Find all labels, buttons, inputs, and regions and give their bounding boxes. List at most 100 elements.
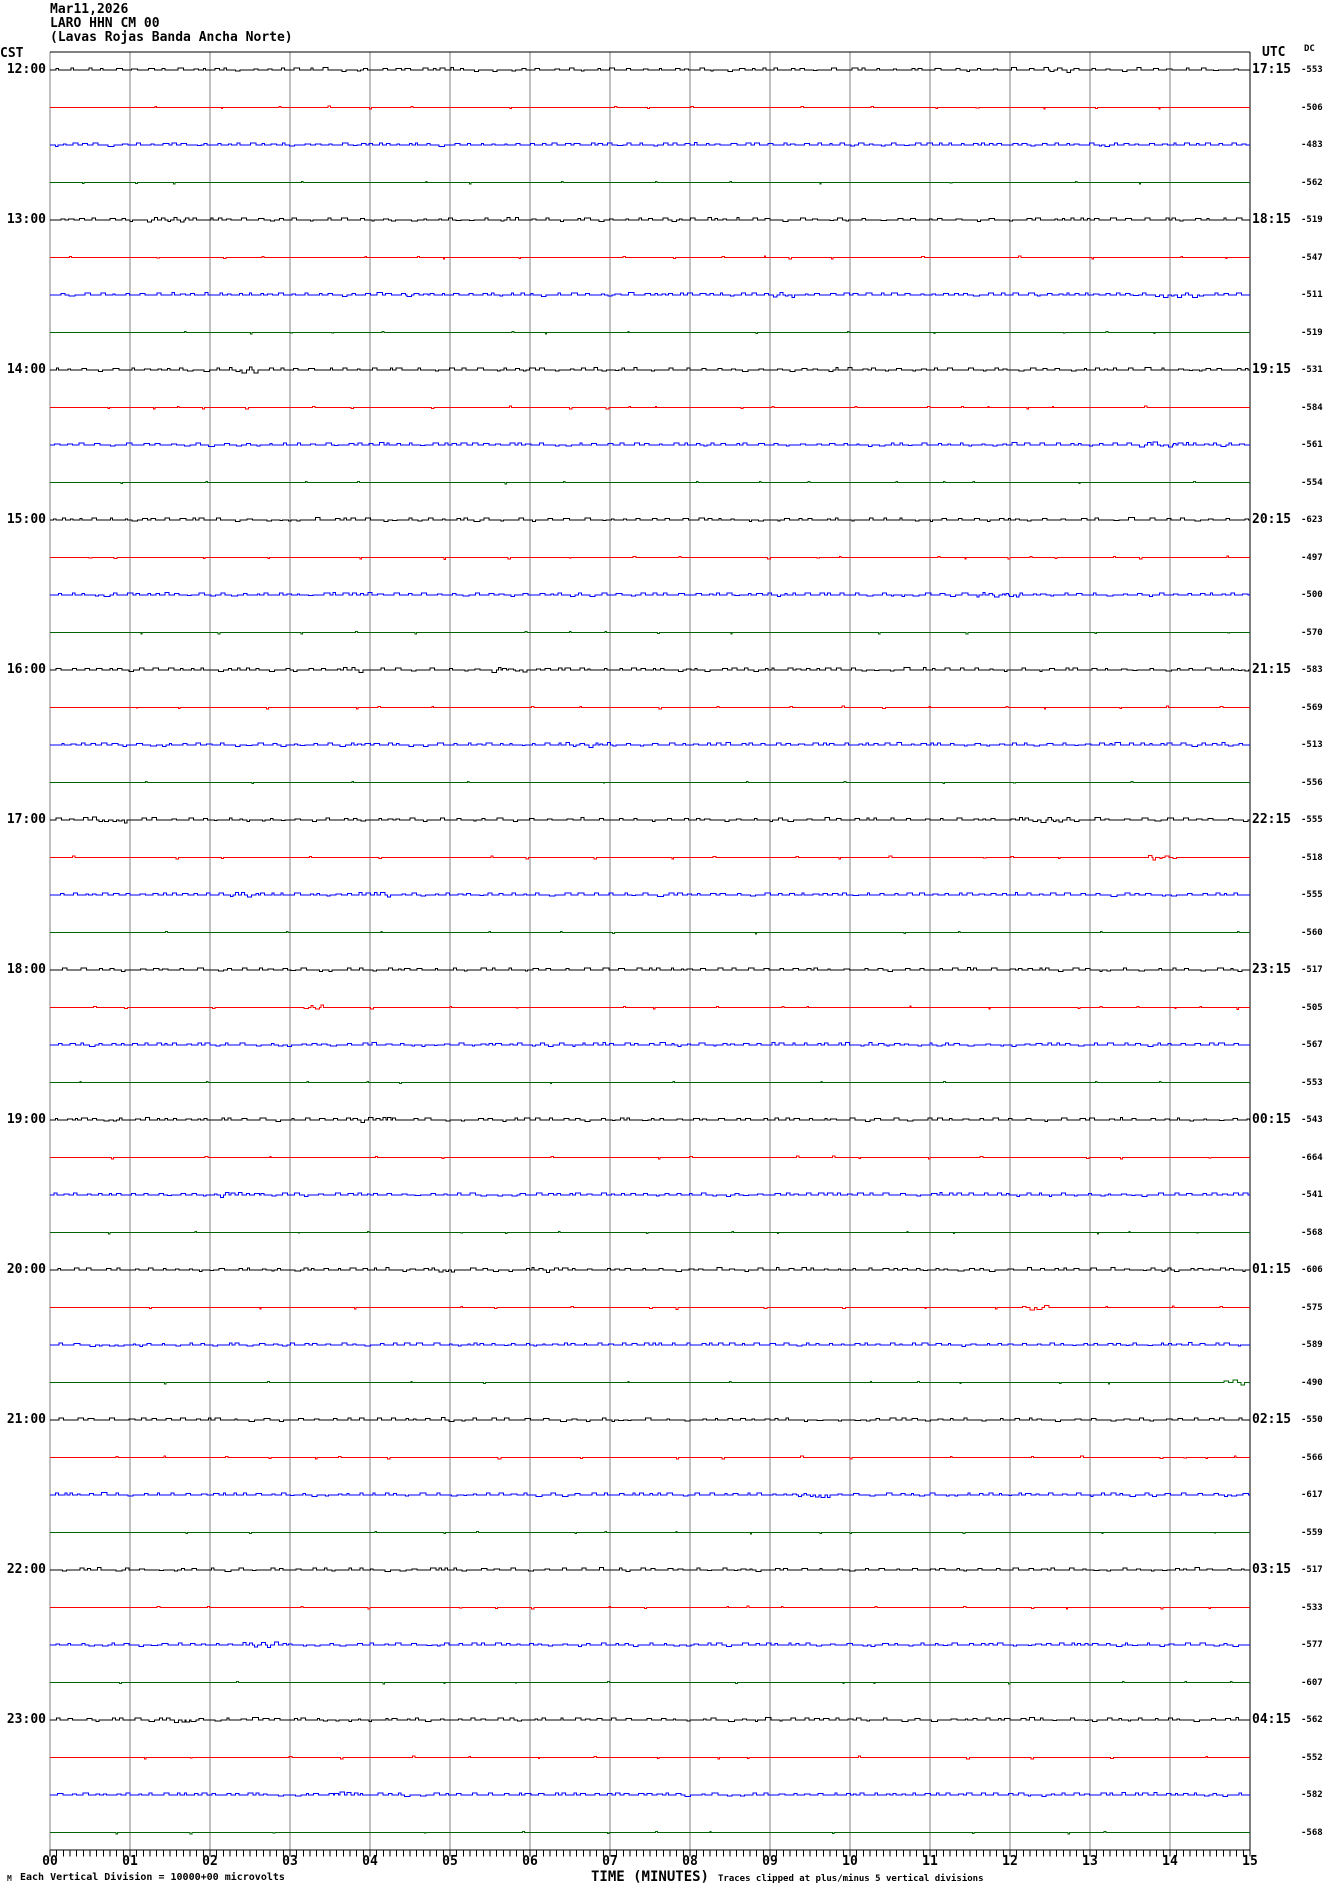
dc-offset-value: -553 [1301, 1077, 1323, 1088]
seismic-trace [50, 1379, 1250, 1386]
x-axis-tick-label: 07 [602, 1854, 618, 1869]
dc-offset-value: -556 [1301, 777, 1323, 788]
x-axis-tick-label: 00 [42, 1854, 58, 1869]
seismic-trace [50, 330, 1250, 335]
seismic-trace [50, 1230, 1250, 1235]
seismic-trace [50, 930, 1250, 935]
dc-offset-value: -500 [1301, 590, 1323, 600]
utc-hour-label: 00:15 [1252, 1112, 1292, 1127]
cst-hour-label: 13:00 [6, 212, 46, 227]
cst-hour-label: 23:00 [6, 1712, 46, 1727]
cst-hour-label: 16:00 [6, 662, 46, 677]
dc-offset-value: -623 [1301, 515, 1323, 525]
recording-date: Mar11,2026 [50, 2, 129, 17]
dc-offset-value: -566 [1301, 1452, 1323, 1463]
utc-hour-label: 01:15 [1252, 1262, 1292, 1277]
dc-offset-value: -506 [1301, 102, 1323, 113]
seismic-trace [50, 1641, 1250, 1648]
dc-offset-value: -664 [1301, 1152, 1323, 1163]
dc-offset-value: -559 [1301, 1527, 1323, 1538]
dc-offset-value: -490 [1301, 1377, 1323, 1388]
cst-hour-label: 20:00 [6, 1262, 46, 1277]
dc-offset-value: -483 [1301, 140, 1323, 150]
seismic-trace [50, 255, 1250, 260]
seismic-trace [50, 630, 1250, 635]
dc-offset-value: -513 [1301, 740, 1323, 750]
x-axis-tick-label: 12 [1002, 1854, 1018, 1869]
seismic-trace [50, 555, 1250, 560]
seismic-trace [50, 1492, 1250, 1499]
seismic-trace [50, 105, 1250, 110]
dc-offset-value: -505 [1301, 1002, 1323, 1013]
dc-offset-value: -547 [1301, 252, 1323, 263]
dc-offset-value: -497 [1301, 552, 1323, 563]
axis-ticks [49, 1850, 1251, 1857]
x-axis-tick-label: 11 [922, 1854, 938, 1869]
dc-offset-value: -607 [1301, 1677, 1323, 1688]
x-axis-title: TIME (MINUTES) [590, 1869, 709, 1885]
dc-offset-value: -552 [1301, 1752, 1323, 1763]
seismic-trace [50, 1717, 1250, 1723]
dc-offset-value: -617 [1301, 1490, 1323, 1500]
x-axis-tick-label: 15 [1242, 1854, 1258, 1869]
seismic-trace [50, 705, 1250, 710]
dc-offset-value: -570 [1301, 627, 1323, 638]
dc-offset-value: -533 [1301, 1602, 1323, 1613]
x-axis-tick-label: 14 [1162, 1854, 1178, 1869]
dc-offset-value: -517 [1301, 1565, 1323, 1575]
seismic-trace [50, 1080, 1250, 1085]
dc-offset-value: -541 [1301, 1190, 1323, 1200]
seismic-trace [50, 480, 1250, 485]
seismic-trace [50, 366, 1250, 374]
cst-hour-label: 15:00 [6, 512, 46, 527]
dc-offset-value: -554 [1301, 477, 1323, 488]
x-axis-tick-label: 10 [842, 1854, 858, 1869]
x-axis-tick-label: 04 [362, 1854, 378, 1869]
station-name: (Lavas Rojas Banda Ancha Norte) [50, 30, 293, 45]
dc-offset-value: -543 [1301, 1115, 1323, 1125]
dc-offset-value: -575 [1301, 1302, 1323, 1313]
scale-note: Each Vertical Division = 10000+00 microv… [20, 1872, 285, 1883]
seismic-trace [50, 405, 1250, 410]
dc-offset-value: -555 [1301, 815, 1323, 825]
utc-hour-label: 18:15 [1252, 212, 1292, 227]
seismic-trace [50, 592, 1250, 598]
dc-axis-header: DC [1304, 44, 1315, 54]
x-axis-tick-label: 05 [442, 1854, 458, 1869]
dc-offset-value: -517 [1301, 965, 1323, 975]
seismic-trace [50, 967, 1250, 973]
cst-axis-header: CST [0, 46, 24, 61]
seismic-trace [50, 142, 1250, 147]
cst-hour-label: 19:00 [6, 1112, 46, 1127]
seismic-trace [50, 67, 1250, 73]
dc-offset-value: -589 [1301, 1340, 1323, 1350]
utc-hour-label: 20:15 [1252, 512, 1292, 527]
x-axis-tick-label: 13 [1082, 1854, 1098, 1869]
dc-offset-value: -531 [1301, 365, 1323, 375]
dc-offset-value: -569 [1301, 702, 1323, 713]
seismic-trace [50, 1342, 1250, 1347]
dc-offset-value: -606 [1301, 1265, 1323, 1275]
x-axis-tick-label: 03 [282, 1854, 298, 1869]
seismic-trace [50, 1305, 1250, 1311]
utc-hour-label: 22:15 [1252, 812, 1292, 827]
seismic-trace [50, 1455, 1250, 1460]
dc-offset-value: -568 [1301, 1227, 1323, 1238]
utc-hour-label: 02:15 [1252, 1412, 1292, 1427]
dc-offset-value: -562 [1301, 1715, 1323, 1725]
seismic-trace [50, 441, 1250, 448]
utc-hour-label: 04:15 [1252, 1712, 1292, 1727]
seismic-trace [50, 780, 1250, 785]
seismic-trace [50, 1116, 1250, 1123]
cst-hour-label: 17:00 [6, 812, 46, 827]
seismic-trace [50, 1755, 1250, 1760]
dc-offset-value: -550 [1301, 1415, 1323, 1425]
seismic-trace [50, 1004, 1250, 1010]
seismic-trace [50, 1191, 1250, 1198]
seismic-trace [50, 1791, 1250, 1797]
dc-offset-value: -560 [1301, 927, 1323, 938]
dc-offset-value: -553 [1301, 65, 1323, 75]
utc-hour-label: 23:15 [1252, 962, 1292, 977]
corner-mark: M [7, 1874, 12, 1883]
